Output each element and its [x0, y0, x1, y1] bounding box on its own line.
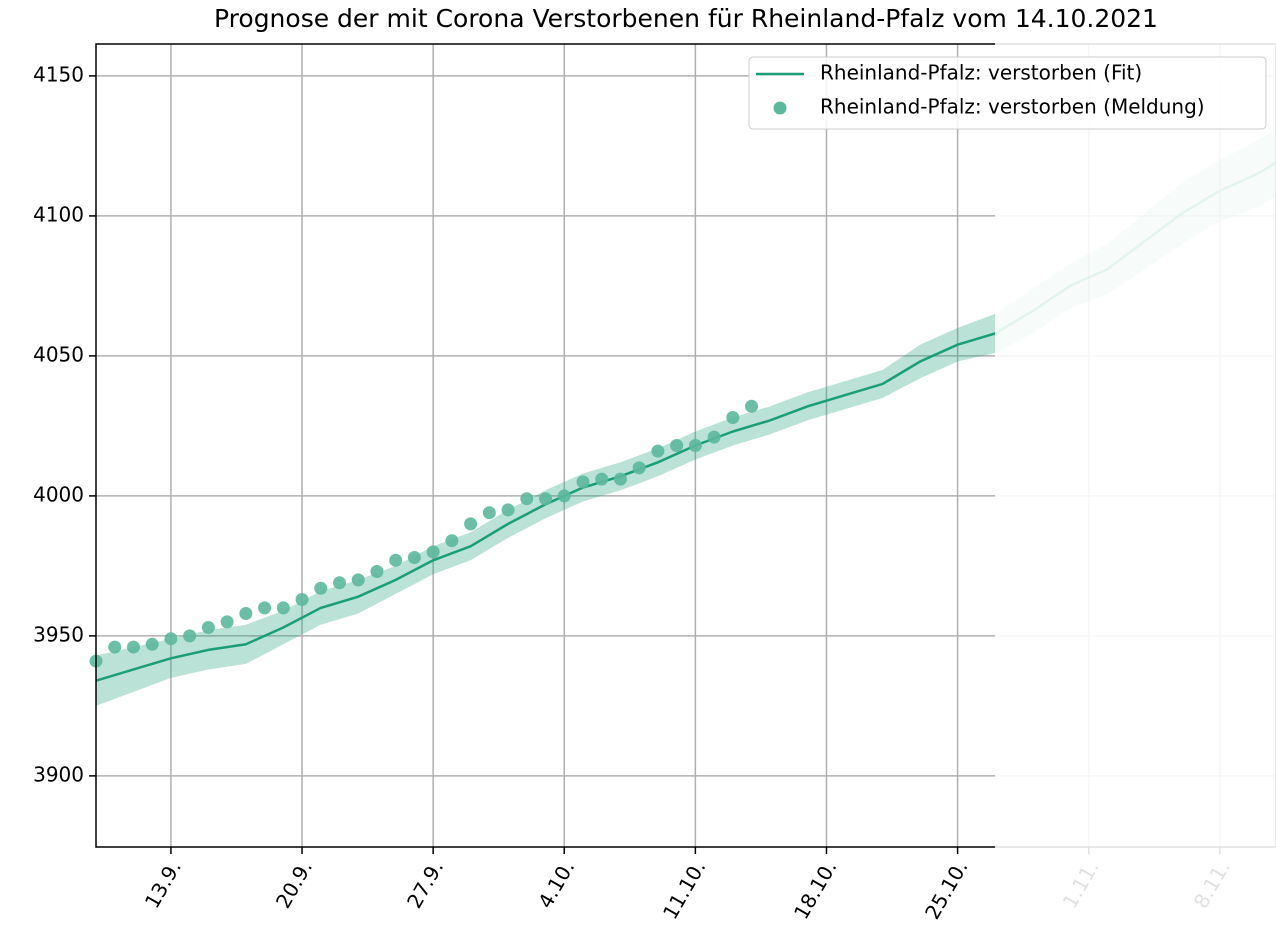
x-tick-label: 18.10. — [789, 856, 842, 923]
data-point — [201, 620, 215, 634]
legend-label: Rheinland-Pfalz: verstorben (Meldung) — [820, 95, 1205, 119]
data-point — [239, 606, 253, 620]
y-tick-label: 4150 — [33, 62, 84, 86]
data-point — [632, 461, 646, 475]
data-point — [688, 439, 702, 452]
data-point — [426, 545, 440, 559]
data-point — [351, 573, 365, 587]
data-point — [126, 640, 140, 654]
data-point — [370, 564, 384, 578]
x-tick-label: 4.10. — [533, 856, 579, 912]
data-point — [445, 534, 459, 548]
data-point — [295, 592, 309, 606]
data-point — [670, 439, 684, 452]
data-point — [145, 637, 159, 651]
data-point — [520, 492, 534, 506]
x-tick-label: 13.9. — [140, 856, 186, 912]
data-point — [464, 517, 478, 531]
data-point — [501, 503, 515, 517]
y-tick-label: 3900 — [33, 762, 84, 786]
data-point — [314, 581, 328, 595]
legend-label: Rheinland-Pfalz: verstorben (Fit) — [820, 61, 1142, 85]
data-point — [613, 472, 627, 486]
y-tick-label: 4000 — [33, 482, 84, 506]
legend-marker — [773, 101, 787, 115]
x-tick-label: 11.10. — [658, 856, 711, 923]
data-point — [576, 475, 590, 489]
forecast-fade — [995, 43, 1276, 934]
data-point — [595, 472, 609, 486]
data-point — [651, 444, 665, 458]
y-tick-label: 3950 — [33, 622, 84, 646]
data-point — [220, 615, 234, 629]
data-point — [407, 550, 421, 564]
data-point — [332, 576, 346, 590]
data-point — [276, 601, 290, 615]
data-point — [108, 640, 122, 654]
data-point — [745, 399, 759, 413]
x-tick-label: 20.9. — [271, 856, 317, 912]
legend-box — [748, 56, 1267, 130]
data-point — [482, 506, 496, 520]
data-point — [389, 553, 403, 567]
data-point — [183, 629, 197, 643]
legend: Rheinland-Pfalz: verstorben (Fit) Rheinla… — [748, 56, 1267, 130]
data-point — [164, 632, 178, 646]
x-tick-label: 25.10. — [920, 856, 973, 923]
plot-frame — [95, 43, 1276, 848]
data-point — [258, 601, 272, 615]
y-tick-label: 4100 — [33, 202, 84, 226]
chart-title: Prognose der mit Corona Verstorbenen für… — [214, 4, 1158, 33]
data-point — [539, 492, 553, 506]
data-point — [557, 489, 571, 503]
data-point — [707, 430, 721, 444]
y-tick-label: 4050 — [33, 342, 84, 366]
x-tick-label: 27.9. — [402, 856, 448, 912]
data-point — [726, 411, 740, 425]
